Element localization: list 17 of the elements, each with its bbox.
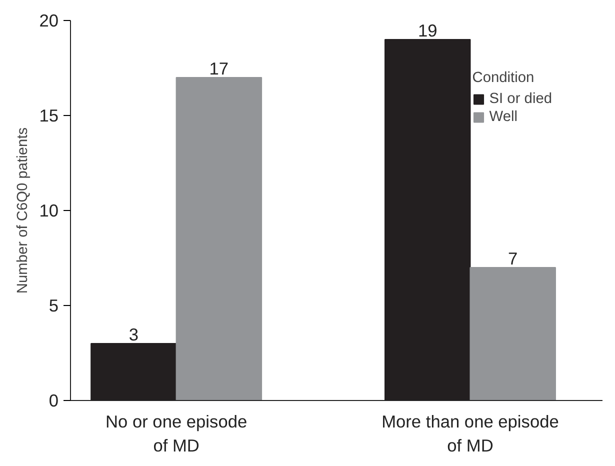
bar bbox=[470, 267, 556, 400]
legend-label: SI or died bbox=[489, 91, 552, 107]
y-axis-title: Number of C6Q0 patients bbox=[15, 127, 32, 294]
y-tick-label: 15 bbox=[39, 106, 59, 126]
data-label: 17 bbox=[209, 58, 229, 78]
y-tick-label: 5 bbox=[48, 296, 59, 316]
data-label: 7 bbox=[508, 248, 518, 268]
y-tick-label: 20 bbox=[39, 10, 59, 30]
data-label: 3 bbox=[128, 324, 139, 344]
x-tick-label: More than one episode of MD bbox=[382, 412, 559, 456]
bar bbox=[176, 77, 262, 400]
legend-title: Condition bbox=[472, 70, 536, 86]
x-tick-label: No or one episode of MD bbox=[106, 412, 248, 456]
y-tick-label: 10 bbox=[39, 200, 59, 220]
legend-label: Well bbox=[489, 109, 518, 125]
data-label: 19 bbox=[418, 20, 438, 40]
y-tick-label: 0 bbox=[48, 390, 59, 410]
